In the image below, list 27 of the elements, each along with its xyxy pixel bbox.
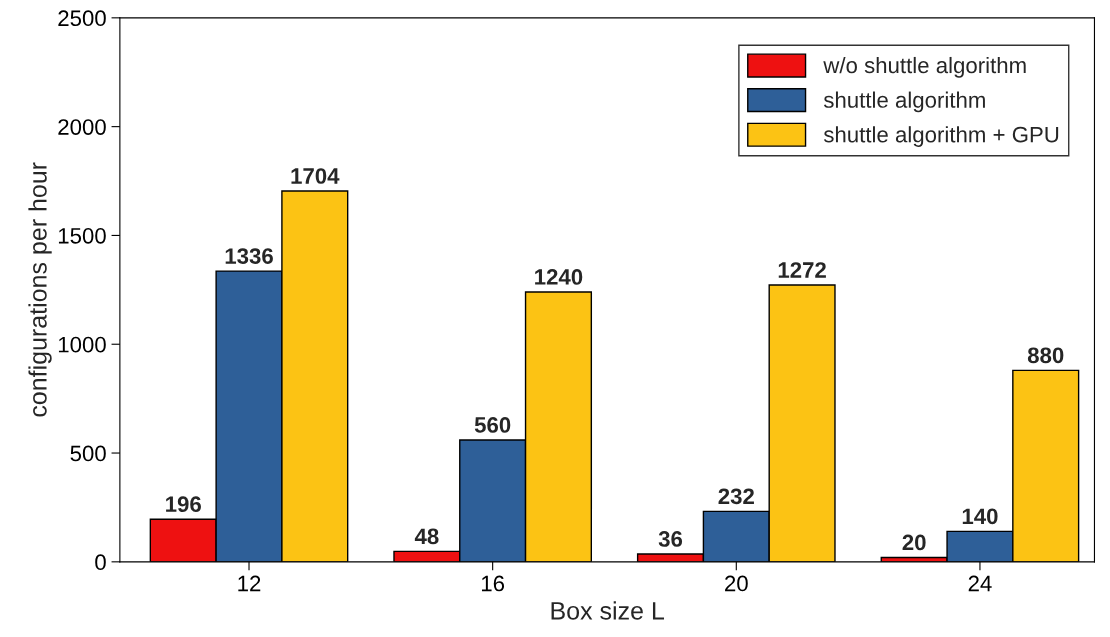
- data-label: 1240: [535, 269, 583, 285]
- data-label: 880: [1027, 347, 1064, 364]
- x-tick-label: 20: [725, 575, 748, 592]
- data-label: 1336: [225, 248, 273, 264]
- y-tick-label: 2500: [58, 10, 106, 27]
- data-label: 560: [474, 417, 511, 433]
- y-tick-label: 500: [70, 445, 106, 462]
- data-label: 196: [166, 496, 201, 513]
- y-tick-label: 1000: [58, 336, 106, 353]
- data-label: 1272: [778, 262, 826, 278]
- y-tick-label: 1500: [58, 227, 106, 244]
- x-tick-label: 24: [968, 575, 992, 592]
- data-label: 20: [902, 534, 926, 551]
- data-label: 232: [718, 488, 754, 505]
- legend-label: shuttle algorithm: [823, 91, 985, 113]
- x-tick-label: 12: [238, 575, 261, 592]
- data-label: 140: [962, 508, 998, 525]
- x-tick-label: 16: [481, 575, 505, 592]
- data-label: 1704: [291, 168, 340, 184]
- y-axis-title: configurations per hour: [28, 162, 52, 417]
- y-tick-label: 0: [95, 554, 106, 571]
- data-label: 36: [658, 531, 683, 547]
- data-label: 48: [414, 528, 439, 545]
- legend-label: w/o shuttle algorithm: [823, 56, 1026, 78]
- x-axis-title: Box size L: [551, 601, 665, 620]
- y-tick-label: 2000: [58, 119, 106, 135]
- legend-label: shuttle algorithm + GPU: [823, 126, 1059, 147]
